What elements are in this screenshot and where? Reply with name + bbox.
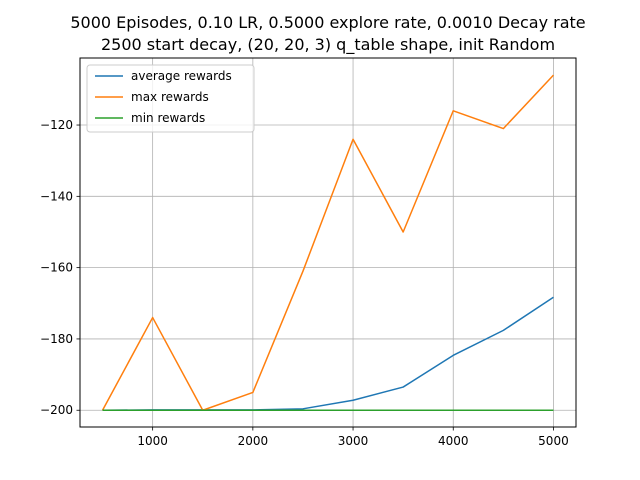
x-tick-label: 2000 (238, 434, 269, 448)
plot-frame (79, 57, 577, 428)
legend-label: average rewards (131, 69, 232, 83)
legend: average rewards max rewards min rewards (86, 64, 255, 133)
x-tick-label: 4000 (438, 434, 469, 448)
y-tick-label: −160 (40, 261, 73, 275)
y-tick-label: −140 (40, 189, 73, 203)
x-tick-label: 5000 (538, 434, 569, 448)
legend-label: min rewards (131, 111, 205, 125)
chart-title-line-1: 5000 Episodes, 0.10 LR, 0.5000 explore r… (70, 13, 585, 32)
chart-title-line-2: 2500 start decay, (20, 20, 3) q_table sh… (101, 35, 555, 55)
axis-ticks: 1000 2000 3000 4000 5000 −200 −180 −160 −140 −120 (40, 118, 569, 448)
y-tick-label: −180 (40, 332, 73, 346)
legend-label: max rewards (131, 90, 209, 104)
series-line-max-rewards (101, 74, 554, 411)
x-tick-label: 1000 (137, 434, 168, 448)
y-tick-label: −200 (40, 403, 73, 417)
legend-box (86, 64, 255, 133)
series-lines (101, 74, 554, 411)
x-tick-label: 3000 (338, 434, 369, 448)
y-tick-label: −120 (40, 118, 73, 132)
